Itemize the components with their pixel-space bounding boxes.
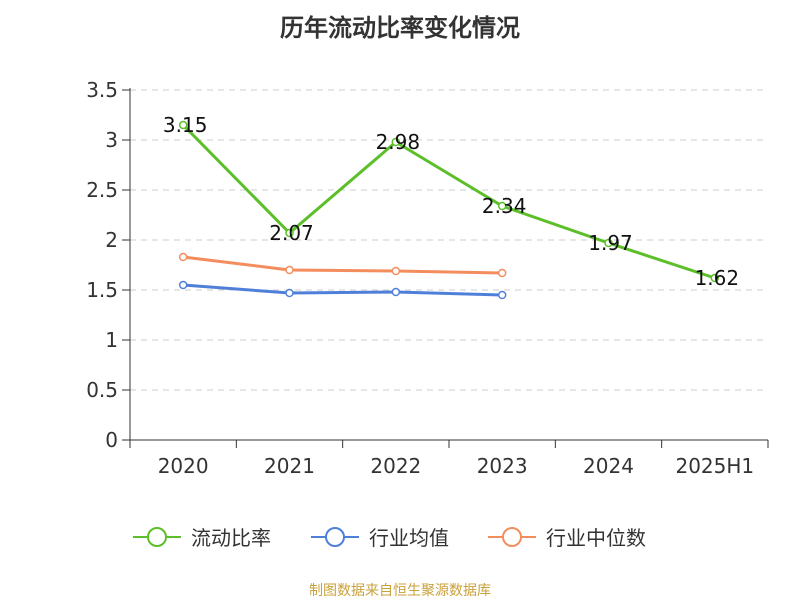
series-line-2 bbox=[183, 283, 503, 297]
y-tick-label: 1 bbox=[105, 328, 118, 352]
legend-marker bbox=[502, 527, 522, 547]
x-tick-label: 2021 bbox=[264, 454, 315, 478]
legend-label: 行业均值 bbox=[369, 526, 449, 550]
x-tick-label: 2020 bbox=[158, 454, 209, 478]
series-line-1 bbox=[182, 123, 716, 280]
y-tick-label: 2 bbox=[105, 228, 118, 252]
y-tick-label: 3.5 bbox=[86, 78, 118, 102]
data-label: 3.15 bbox=[163, 113, 208, 137]
data-point bbox=[497, 268, 507, 278]
chart-title: 历年流动比率变化情况 bbox=[280, 14, 520, 42]
x-tick-label: 2025H1 bbox=[675, 454, 754, 478]
data-point bbox=[391, 287, 401, 297]
legend-label: 流动比率 bbox=[191, 526, 271, 550]
series-line-3 bbox=[182, 255, 503, 275]
x-tick-label: 2023 bbox=[477, 454, 528, 478]
y-tick-label: 3 bbox=[105, 128, 118, 152]
y-tick-label: 0 bbox=[105, 428, 118, 452]
data-label: 2.98 bbox=[376, 130, 421, 154]
data-label: 1.62 bbox=[695, 266, 740, 290]
data-point bbox=[285, 265, 294, 275]
y-tick-label: 1.5 bbox=[86, 278, 118, 302]
data-point bbox=[497, 290, 507, 300]
data-point bbox=[285, 228, 294, 238]
y-tick-label: 2.5 bbox=[86, 178, 118, 202]
data-point bbox=[604, 238, 613, 248]
source-footer: 制图数据来自恒生聚源数据库 bbox=[309, 583, 491, 599]
data-point bbox=[178, 120, 188, 130]
legend-marker bbox=[325, 527, 345, 547]
x-tick-label: 2024 bbox=[583, 454, 634, 478]
data-label: 2.34 bbox=[482, 194, 527, 218]
data-point bbox=[391, 266, 401, 276]
data-label: 2.07 bbox=[269, 221, 314, 245]
data-label: 1.97 bbox=[588, 231, 633, 255]
data-point bbox=[178, 280, 188, 290]
legend-label: 行业中位数 bbox=[546, 526, 646, 550]
data-point bbox=[285, 288, 294, 298]
y-tick-label: 0.5 bbox=[86, 378, 118, 402]
data-point bbox=[178, 252, 188, 262]
data-point bbox=[391, 137, 401, 147]
x-tick-label: 2022 bbox=[370, 454, 421, 478]
data-point bbox=[497, 201, 507, 211]
legend-marker bbox=[147, 527, 167, 547]
data-point bbox=[710, 273, 720, 283]
